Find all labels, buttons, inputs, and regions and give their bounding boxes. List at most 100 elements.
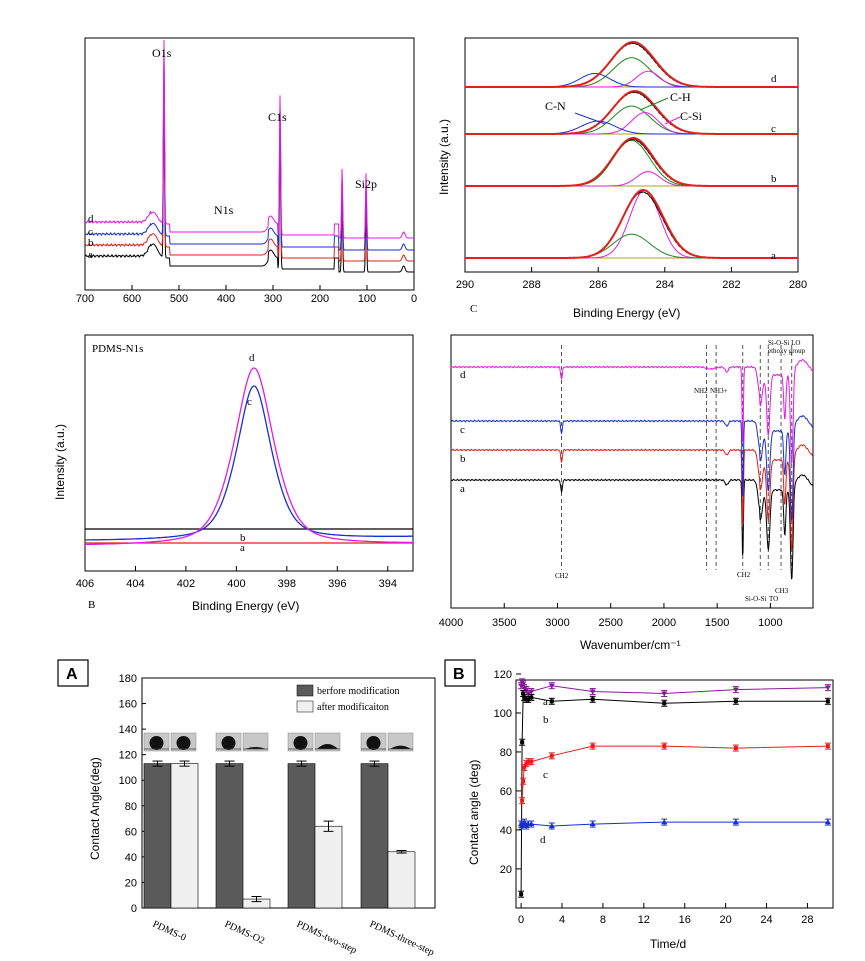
xps-n1s-panel: 406 404 402 400 398 396 394 PDMS-N1s Intensity… bbox=[53, 334, 414, 613]
band-label-ethoxy: ethoxy group bbox=[768, 347, 806, 355]
legend: berfore modification after modificaiton bbox=[296, 684, 399, 713]
series-label-d: d bbox=[249, 352, 255, 364]
series-line-d bbox=[520, 820, 828, 828]
x-tick-label: 8 bbox=[600, 914, 606, 926]
marker-square bbox=[549, 699, 554, 704]
series-label-d: d bbox=[460, 369, 466, 381]
y-tick-label: 180 bbox=[119, 673, 137, 685]
series-label-b: b bbox=[543, 714, 549, 726]
y-axis-label: Intensity (a.u.) bbox=[437, 119, 451, 195]
plot-frame bbox=[464, 37, 799, 273]
x-tick-label: 290 bbox=[456, 279, 474, 291]
droplet bbox=[245, 747, 266, 749]
annotation-arrow-ch bbox=[639, 97, 669, 111]
series-line-d bbox=[84, 39, 414, 239]
marker-square bbox=[524, 697, 529, 702]
y-tick-label: 120 bbox=[119, 750, 137, 762]
x-axis-label: Time/d bbox=[650, 937, 686, 951]
marker-square bbox=[529, 695, 534, 700]
series-label-a: a bbox=[543, 696, 548, 708]
marker-triangle bbox=[661, 819, 668, 825]
x-tick-label: 280 bbox=[789, 279, 807, 291]
marker-triangle bbox=[528, 689, 535, 695]
ftir-curves bbox=[450, 345, 814, 580]
series-label-a: a bbox=[771, 250, 776, 262]
marker-square bbox=[529, 759, 534, 764]
y-tick-label: 80 bbox=[125, 801, 137, 813]
y-tick-label: 60 bbox=[500, 786, 512, 798]
x-tick-label: 16 bbox=[679, 914, 691, 926]
raw-curve bbox=[464, 91, 799, 136]
y-axis-label: Contact Angle(deg) bbox=[88, 757, 102, 860]
x-ticks: 0 4 8 12 16 20 24 28 bbox=[518, 903, 814, 926]
series-label-a: a bbox=[460, 483, 465, 495]
component-curve bbox=[465, 233, 798, 259]
spectrum-line bbox=[450, 358, 814, 464]
x-tick-label: PDMS-three-step bbox=[368, 919, 436, 959]
x-tick-label: 404 bbox=[126, 578, 144, 590]
series-label-b: b bbox=[240, 532, 246, 544]
marker-triangle bbox=[548, 683, 555, 689]
fit-curve bbox=[465, 188, 798, 259]
spectrum-line bbox=[450, 444, 814, 551]
plot-frame bbox=[515, 679, 834, 909]
droplet bbox=[176, 736, 191, 750]
marker-triangle bbox=[528, 821, 535, 827]
x-tick-label: 200 bbox=[311, 293, 329, 305]
droplet bbox=[293, 736, 308, 750]
contact-angle-bar-panel: A 0 20 40 60 80 100 120 140 160 180 PDMS-0 PDMS-O2… bbox=[57, 659, 436, 959]
marker-square bbox=[520, 740, 525, 745]
peak-label-o1s: O1s bbox=[152, 46, 172, 60]
y-tick-label: 80 bbox=[500, 747, 512, 759]
panel-label-box bbox=[57, 659, 89, 687]
y-tick-label: 40 bbox=[500, 825, 512, 837]
band-label-ch3: CH3 bbox=[775, 587, 789, 595]
component-curve bbox=[465, 171, 798, 187]
y-tick-label: 60 bbox=[125, 826, 137, 838]
x-ticks: 406 404 402 400 398 396 394 bbox=[76, 566, 397, 590]
bar-before bbox=[360, 763, 389, 909]
component-curve bbox=[465, 112, 798, 135]
series-label-b: b bbox=[460, 453, 466, 465]
marker-square bbox=[521, 779, 526, 784]
x-tick-label: 600 bbox=[123, 293, 141, 305]
series-label-d: d bbox=[771, 73, 777, 85]
marker-square bbox=[825, 744, 830, 749]
y-tick-label: 100 bbox=[494, 708, 512, 720]
fit-curve bbox=[465, 41, 798, 88]
bar-before bbox=[143, 763, 172, 909]
y-tick-label: 40 bbox=[125, 852, 137, 864]
droplet bbox=[366, 736, 381, 750]
panel-label-c: C bbox=[470, 303, 477, 315]
series-label-c: c bbox=[543, 769, 548, 781]
bar-after bbox=[387, 851, 416, 909]
bar-before bbox=[215, 763, 244, 909]
y-ticks: 20 40 60 80 100 120 bbox=[494, 669, 521, 876]
x-tick-label: 3000 bbox=[545, 617, 569, 629]
x-tick-label: 2000 bbox=[652, 617, 676, 629]
x-tick-label: 12 bbox=[638, 914, 650, 926]
x-tick-label: 286 bbox=[589, 279, 607, 291]
x-axis-label: Wavenumber/cm⁻¹ bbox=[580, 638, 681, 652]
c1s-curves bbox=[464, 41, 799, 260]
marker-triangle bbox=[525, 691, 532, 697]
xps-c1s-panel: 290 288 286 284 282 280 Intensity (a.u.) Bind… bbox=[437, 37, 807, 320]
y-axis-label: Contact angle (deg) bbox=[467, 760, 481, 865]
plot-frame bbox=[84, 334, 414, 572]
y-tick-label: 0 bbox=[131, 903, 137, 915]
series-line-a bbox=[84, 78, 414, 273]
marker-triangle bbox=[589, 689, 596, 695]
y-tick-label: 120 bbox=[494, 669, 512, 681]
x-ticks: 700 600 500 400 300 200 100 0 bbox=[76, 285, 417, 305]
component-label-ch: C-H bbox=[670, 90, 691, 104]
band-label-ch2-2: CH2 bbox=[737, 571, 751, 579]
x-tick-label: 4 bbox=[559, 914, 565, 926]
component-label-cn: C-N bbox=[545, 99, 566, 113]
series-line-d bbox=[85, 367, 413, 546]
marker-square bbox=[526, 759, 531, 764]
y-tick-label: 160 bbox=[119, 699, 137, 711]
series-label-c: c bbox=[247, 396, 252, 408]
peak-label-si2p: Si2p bbox=[355, 177, 377, 191]
droplet bbox=[390, 745, 411, 749]
